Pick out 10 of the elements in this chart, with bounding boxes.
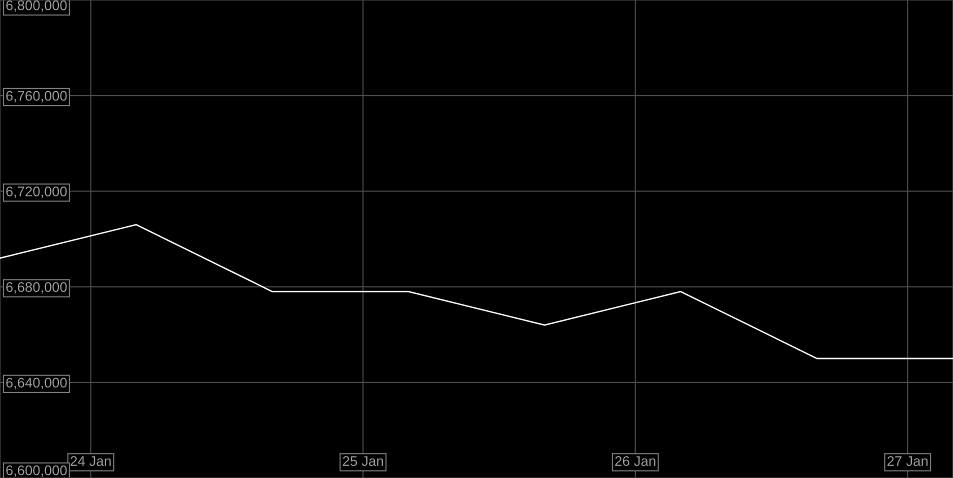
x-tick-label: 27 Jan bbox=[887, 456, 928, 466]
y-tick-label: 6,680,000 bbox=[6, 282, 67, 294]
x-tick-label: 25 Jan bbox=[342, 456, 383, 466]
y-tick-label: 6,760,000 bbox=[6, 90, 67, 102]
y-tick-label: 6,640,000 bbox=[6, 378, 67, 390]
y-tick-label: 6,600,000 bbox=[6, 465, 67, 477]
y-tick-label: 6,800,000 bbox=[6, 0, 67, 12]
x-tick-label: 26 Jan bbox=[615, 456, 656, 466]
y-tick-label: 6,720,000 bbox=[6, 186, 67, 198]
x-tick-label: 24 Jan bbox=[70, 456, 111, 466]
